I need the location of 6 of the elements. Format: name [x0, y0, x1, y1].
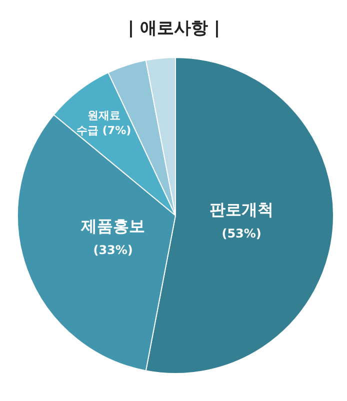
- slice-label: 제품홍보: [80, 216, 146, 236]
- data-label: (53%): [222, 226, 262, 241]
- data-label: (33%): [93, 242, 133, 257]
- slice-label: 원재료 수급 (7%): [76, 109, 132, 138]
- slice-label: 판로개척: [210, 200, 274, 220]
- chart-title: | 애로사항 |: [128, 18, 220, 38]
